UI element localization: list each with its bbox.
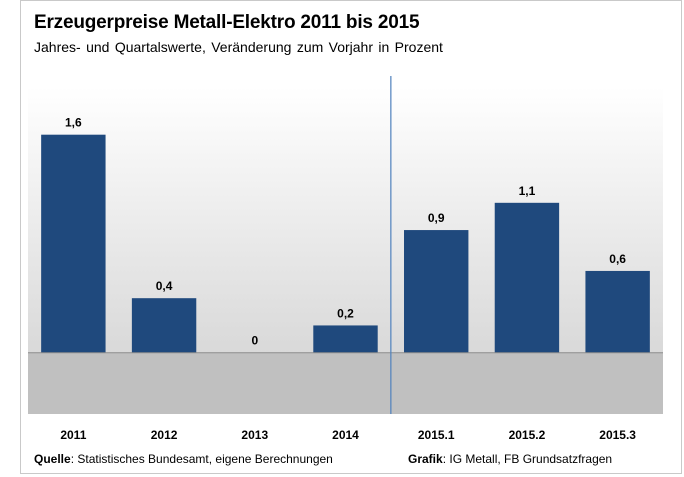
x-tick-label-2015.3: 2015.3 xyxy=(599,428,636,442)
source-note: Quelle: Statistisches Bundesamt, eigene … xyxy=(34,452,333,466)
source-text: : Statistisches Bundesamt, eigene Berech… xyxy=(70,452,333,466)
data-label-2014: 0,2 xyxy=(337,306,354,320)
x-tick-label-2015.1: 2015.1 xyxy=(418,428,455,442)
bar-2012 xyxy=(131,298,197,353)
negative-area xyxy=(28,352,663,414)
bar-2015.1 xyxy=(404,230,469,353)
x-tick-label-2011: 2011 xyxy=(60,428,86,442)
bar-2015.3 xyxy=(585,270,650,353)
graphic-text: : IG Metall, FB Grundsatzfragen xyxy=(442,452,613,466)
source-label: Quelle xyxy=(34,452,71,466)
x-tick-label-2012: 2012 xyxy=(151,428,178,442)
data-label-2015.3: 0,6 xyxy=(609,252,626,266)
x-tick-label-2014: 2014 xyxy=(332,428,359,442)
graphic-label: Grafik xyxy=(408,452,443,466)
data-label-2012: 0,4 xyxy=(156,279,173,293)
data-label-2015.2: 1,1 xyxy=(519,184,536,198)
chart-subtitle: Jahres- und Quartalswerte, Veränderung z… xyxy=(34,39,443,55)
chart-title: Erzeugerpreise Metall-Elektro 2011 bis 2… xyxy=(34,12,420,33)
data-label-2015.1: 0,9 xyxy=(428,211,445,225)
x-tick-label-2013: 2013 xyxy=(241,428,268,442)
bar-2014 xyxy=(313,325,378,353)
x-tick-label-2015.2: 2015.2 xyxy=(509,428,546,442)
bar-2015.2 xyxy=(494,202,560,353)
data-label-2011: 1,6 xyxy=(65,116,82,130)
data-label-2013: 0 xyxy=(251,334,258,348)
graphic-note: Grafik: IG Metall, FB Grundsatzfragen xyxy=(408,452,612,466)
bar-2011 xyxy=(41,134,106,353)
